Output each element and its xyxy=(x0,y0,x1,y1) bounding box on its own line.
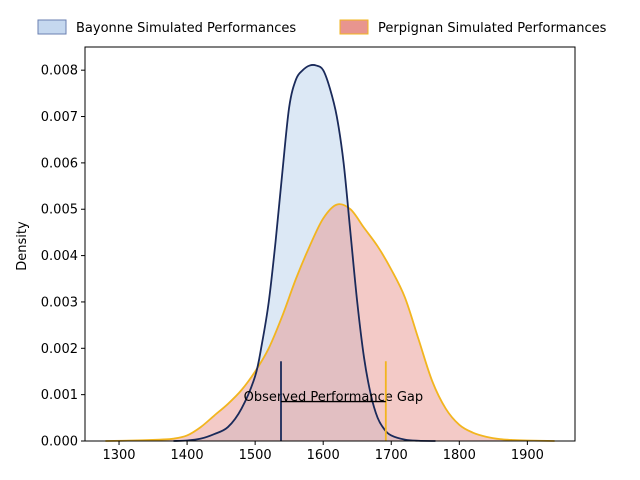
x-tick-label: 1700 xyxy=(375,448,408,463)
legend-label-bayonne: Bayonne Simulated Performances xyxy=(76,21,296,36)
y-tick-label: 0.002 xyxy=(41,342,78,357)
annotation-layer: Observed Performance Gap xyxy=(244,361,423,441)
density-line-bayonne xyxy=(173,64,436,442)
density-area-perpignan xyxy=(105,204,555,441)
y-tick-label: 0.006 xyxy=(41,156,78,171)
x-tick-label: 1500 xyxy=(239,448,272,463)
x-tick-label: 1300 xyxy=(102,448,135,463)
y-tick-label: 0.004 xyxy=(41,249,78,264)
plot-frame xyxy=(84,46,576,442)
legend-label-perpignan: Perpignan Simulated Performances xyxy=(378,21,607,36)
legend-swatch-bayonne xyxy=(37,19,67,35)
density-area-bayonne xyxy=(173,64,436,442)
x-tick-label: 1600 xyxy=(307,448,340,463)
y-tick-label: 0.005 xyxy=(41,203,78,218)
legend: Bayonne Simulated Performances Perpignan… xyxy=(37,19,607,36)
x-tick-label: 1400 xyxy=(171,448,204,463)
x-tick-label: 1900 xyxy=(511,448,544,463)
annotation-label: Observed Performance Gap xyxy=(244,390,423,405)
y-tick-label: 0.000 xyxy=(41,435,78,450)
x-tick-label: 1800 xyxy=(443,448,476,463)
plot-area xyxy=(105,64,555,442)
axes: 1300 1400 1500 1600 1700 1800 1900 0.000 0.001 0.… xyxy=(41,46,576,463)
y-tick-label: 0.001 xyxy=(41,388,78,403)
y-tick-label: 0.008 xyxy=(41,64,78,79)
density-line-perpignan xyxy=(105,203,555,442)
y-tick-label: 0.003 xyxy=(41,295,78,310)
y-tick-label: 0.007 xyxy=(41,110,78,125)
y-axis-label: Density xyxy=(15,221,30,271)
legend-swatch-perpignan xyxy=(339,19,369,35)
